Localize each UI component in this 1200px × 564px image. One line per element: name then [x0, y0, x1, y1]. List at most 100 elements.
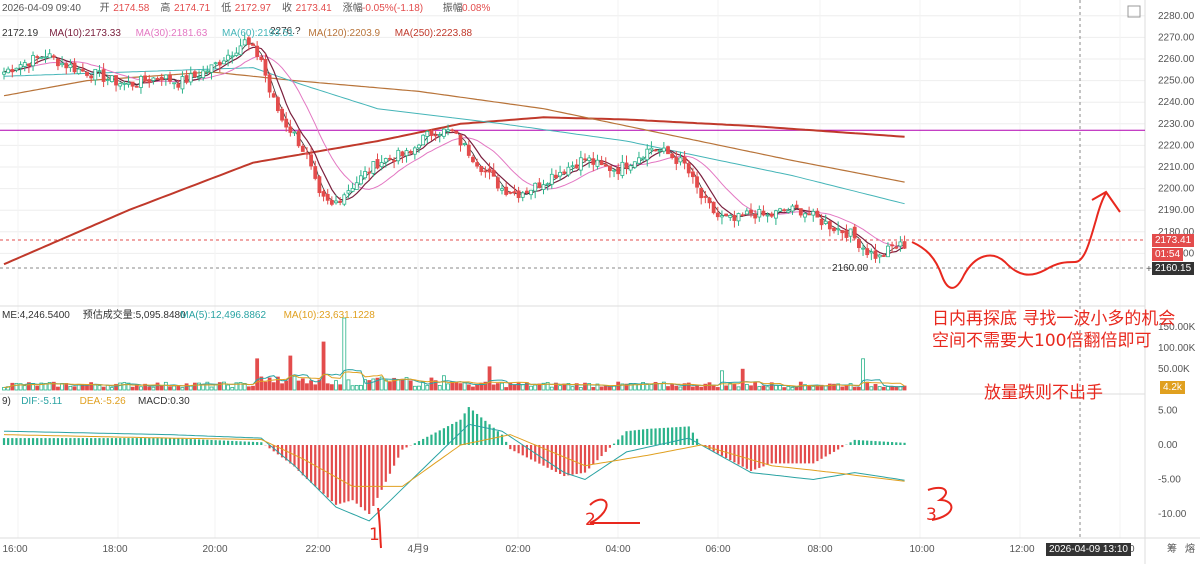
candle-body [72, 62, 77, 73]
volume-bar [101, 386, 106, 391]
candle-body [93, 68, 98, 81]
volume-bar [197, 382, 201, 391]
candle-body [529, 189, 533, 196]
volume-bar [554, 382, 558, 391]
price-axis-tick: 2250.00 [1158, 76, 1195, 87]
candle-body [570, 165, 575, 168]
candle-body [815, 210, 820, 218]
candle-body [819, 218, 824, 226]
price-axis-tick: 2260.00 [1158, 54, 1195, 65]
candle-body [786, 210, 791, 213]
low-price-marker: 2160.00 [832, 263, 869, 274]
volume-bar [466, 384, 471, 391]
ma-legend-4: MA(120):2203.9 [308, 28, 380, 39]
candle-body [130, 81, 135, 87]
candle-body [284, 118, 289, 128]
candle-body [396, 149, 401, 162]
candle-body [358, 175, 363, 185]
vol-legend-1: 预估成交量:5,095.8480 [83, 308, 186, 321]
candle-body [724, 213, 728, 217]
candle-body [392, 159, 397, 162]
candle-body [798, 208, 803, 216]
candle-body [263, 59, 268, 76]
candle-body [471, 156, 475, 163]
candle-body [441, 128, 446, 137]
candle-body [612, 169, 616, 172]
volume-bar [404, 377, 409, 391]
macd-dif-line [3, 423, 905, 522]
volume-bar [666, 386, 670, 391]
candle-body [574, 164, 579, 169]
volume-bar [844, 385, 849, 391]
candle-body [180, 76, 185, 90]
candle-body [458, 135, 463, 146]
time-axis-tick: 10:00 [909, 544, 934, 555]
candle-body [657, 149, 662, 152]
time-axis-tick: 08:00 [807, 544, 832, 555]
volume-bar [545, 382, 550, 391]
volume-bar [541, 382, 546, 391]
candle-body [641, 157, 645, 160]
candle-body [591, 158, 596, 165]
candle-body [197, 76, 201, 79]
volume-bar [180, 387, 185, 391]
candle-body [404, 150, 409, 157]
volume-bar [305, 383, 309, 391]
volume-bar [284, 380, 289, 391]
volume-bar [280, 383, 284, 391]
candlesticks: 2160.00 2276.? [2, 26, 907, 274]
candle-body [209, 64, 214, 73]
volume-bar [674, 385, 679, 391]
volume-bar [649, 384, 654, 391]
volume-bar [259, 376, 264, 391]
volume-bar [495, 383, 500, 391]
crosshair-price-tag: 2160.15 [1152, 262, 1195, 275]
volume-bar [487, 366, 492, 391]
candle-body [122, 82, 127, 85]
volume-bar [155, 382, 160, 391]
volume-bar [807, 385, 811, 391]
volume-bar [711, 384, 716, 391]
volume-bar [533, 384, 538, 391]
volume-bar [869, 386, 874, 391]
volume-bar [238, 382, 243, 391]
candle-body [267, 74, 272, 93]
price-axis-tick: 2270.00 [1158, 32, 1195, 43]
macd-panel [2, 407, 906, 522]
candle-body [848, 228, 853, 237]
candle-body [491, 170, 496, 177]
candle-body [744, 210, 749, 215]
candle-body [425, 131, 430, 137]
ma-legend-5: MA(250):2223.88 [395, 28, 473, 39]
candle-body [886, 245, 890, 258]
volume-bar [520, 384, 525, 391]
volume-bar [881, 386, 886, 391]
volume-bar [122, 382, 127, 391]
candle-body [587, 157, 592, 161]
candle-body [367, 171, 372, 174]
candle-body [516, 190, 521, 199]
candle-body [342, 194, 347, 205]
volume-bar [441, 375, 446, 391]
candle-body [794, 204, 799, 209]
candle-body [682, 156, 687, 164]
volume-bar [363, 379, 367, 391]
macd-legend-3: MACD:0.30 [138, 396, 190, 407]
candle-body [807, 213, 811, 216]
candle-body [31, 55, 35, 67]
candle-body [620, 161, 625, 176]
time-axis-tick: 16:00 [2, 544, 27, 555]
volume-bar [234, 382, 239, 391]
candle-body [2, 71, 6, 75]
macd-legend-1: DIF:-5.11 [21, 396, 62, 407]
candle-body [172, 82, 177, 85]
volume-bar [209, 386, 214, 391]
candle-body [558, 171, 562, 177]
forecast-path [911, 192, 1107, 289]
candle-body [894, 246, 899, 249]
candle-body [329, 200, 334, 205]
time-axis-tick: 04:00 [605, 544, 630, 555]
candle-body [877, 254, 882, 258]
ohlc-legend-9: 涨幅 [343, 1, 363, 14]
